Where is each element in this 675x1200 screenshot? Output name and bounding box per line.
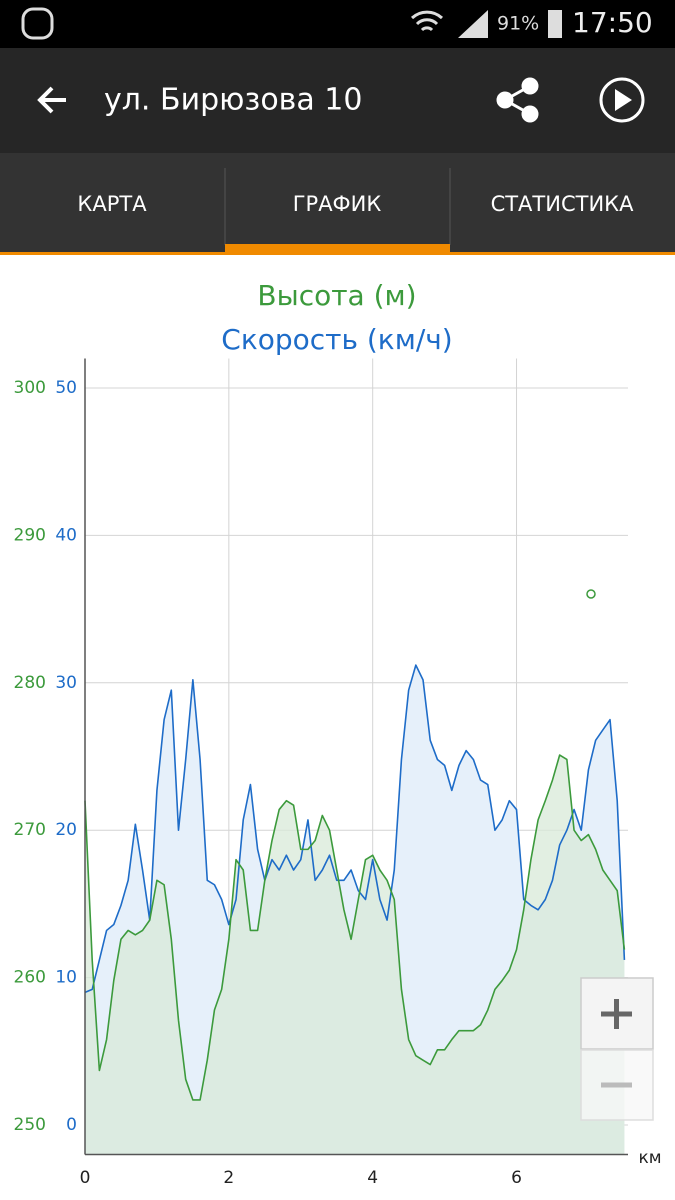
back-button[interactable] <box>37 86 66 114</box>
data-line <box>84 754 626 1101</box>
marker <box>586 589 596 599</box>
zoom-out-button[interactable] <box>580 1049 654 1121</box>
y-tick-label: 40 <box>55 525 77 545</box>
x-tick-label: 2 <box>223 1168 234 1188</box>
legend-title: Высота (м) <box>257 279 416 312</box>
y-tick-label: 0 <box>66 1115 77 1135</box>
clock: 17:50 <box>572 6 653 39</box>
tab[interactable]: КАРТА <box>77 192 147 216</box>
active-tab-indicator <box>225 244 450 255</box>
y2-tick-label: 260 <box>14 968 46 988</box>
y2-tick-label: 300 <box>14 378 46 398</box>
chart: Высота (м)Скорость (км/ч)010203040502502… <box>14 279 662 1188</box>
y2-tick-label: 270 <box>14 820 46 840</box>
tab[interactable]: ГРАФИК <box>293 192 382 216</box>
y2-tick-label: 290 <box>14 525 46 545</box>
y2-tick-label: 250 <box>14 1115 46 1135</box>
area-fill <box>85 755 625 1155</box>
share-button[interactable] <box>496 77 539 123</box>
wifi-icon <box>410 10 444 32</box>
y2-tick-label: 280 <box>14 673 46 693</box>
y-tick-label: 30 <box>55 673 77 693</box>
x-tick-label: 6 <box>511 1168 522 1188</box>
app-title: ул. Бирюзова 10 <box>104 83 362 118</box>
x-axis-label: км <box>638 1148 661 1168</box>
battery-level: 91% <box>497 13 539 35</box>
app-bar <box>0 48 675 153</box>
y-tick-label: 20 <box>55 820 77 840</box>
notification-icon <box>21 7 54 40</box>
y-tick-label: 10 <box>55 968 77 988</box>
data-line <box>84 664 626 994</box>
status-bar <box>0 0 675 48</box>
x-tick-label: 4 <box>367 1168 378 1188</box>
zoom-in-button[interactable] <box>580 977 654 1050</box>
play-button[interactable] <box>599 77 645 123</box>
tab-bar <box>0 153 675 255</box>
x-tick-label: 0 <box>80 1168 91 1188</box>
signal-icon <box>458 10 488 38</box>
battery-icon <box>548 10 562 38</box>
legend-title: Скорость (км/ч) <box>221 323 452 356</box>
tab[interactable]: СТАТИСТИКА <box>491 192 635 216</box>
y-tick-label: 50 <box>55 378 77 398</box>
